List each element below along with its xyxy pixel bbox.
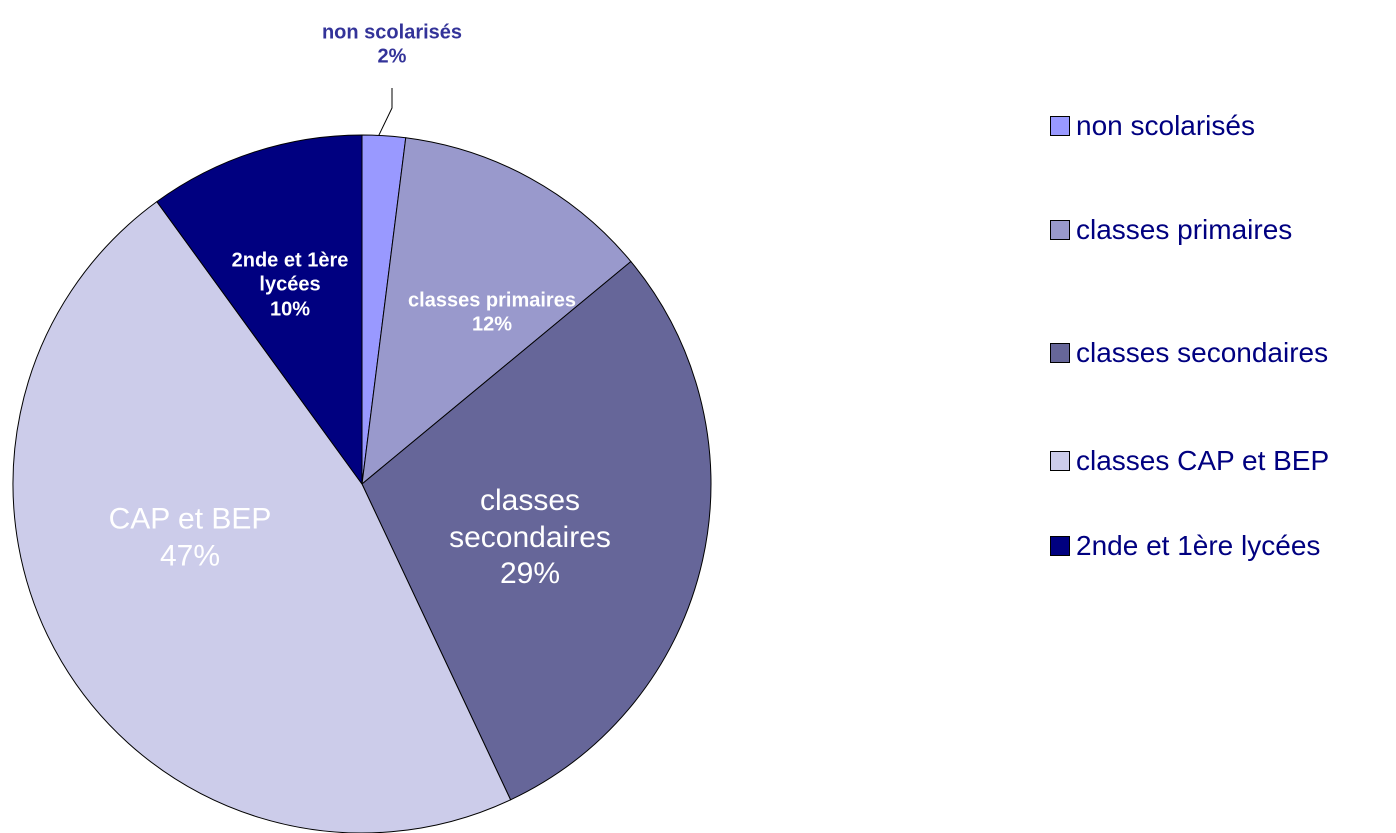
slice-name: classes secondaires <box>449 484 611 554</box>
legend-swatch <box>1050 220 1070 240</box>
slice-value: 12% <box>471 314 513 336</box>
legend-item: 2nde et 1ère lycées <box>1050 530 1320 562</box>
pie-slice <box>361 137 632 486</box>
legend-label: classes CAP et BEP <box>1076 445 1330 476</box>
legend-item: classes CAP et BEP <box>1050 445 1329 477</box>
pie-slice <box>156 134 363 486</box>
slice-value: 10% <box>269 298 311 321</box>
legend-swatch <box>1050 536 1070 556</box>
slice-label: CAP et BEP 47% <box>60 501 320 574</box>
legend-swatch <box>1050 116 1070 136</box>
slice-name: classes primaires <box>408 289 576 312</box>
slice-value: 2% <box>377 46 407 68</box>
legend-label: classes secondaires <box>1076 337 1329 368</box>
legend-label: 2nde et 1ère lycées <box>1076 530 1321 561</box>
slice-label: classes secondaires 29% <box>410 483 650 593</box>
leader-line <box>377 88 393 138</box>
slice-label: 2nde et 1ère lycées 10% <box>223 248 358 321</box>
legend-swatch <box>1050 343 1070 363</box>
slice-name: 2nde et 1ère lycées <box>231 249 349 296</box>
slice-value: 47% <box>159 539 221 572</box>
slice-label: non scolarisés 2% <box>262 21 522 70</box>
pie-slice <box>361 260 712 801</box>
legend-label: classes primaires <box>1076 214 1293 245</box>
legend-item: classes secondaires <box>1050 337 1328 369</box>
slice-name: CAP et BEP <box>108 502 272 536</box>
slice-name: non scolarisés <box>321 21 463 44</box>
legend-swatch <box>1050 451 1070 471</box>
legend-item: classes primaires <box>1050 214 1292 246</box>
slice-value: 29% <box>499 557 561 591</box>
legend-item: non scolarisés <box>1050 110 1255 142</box>
legend-label: non scolarisés <box>1076 110 1255 141</box>
slice-label: classes primaires 12% <box>357 289 627 338</box>
